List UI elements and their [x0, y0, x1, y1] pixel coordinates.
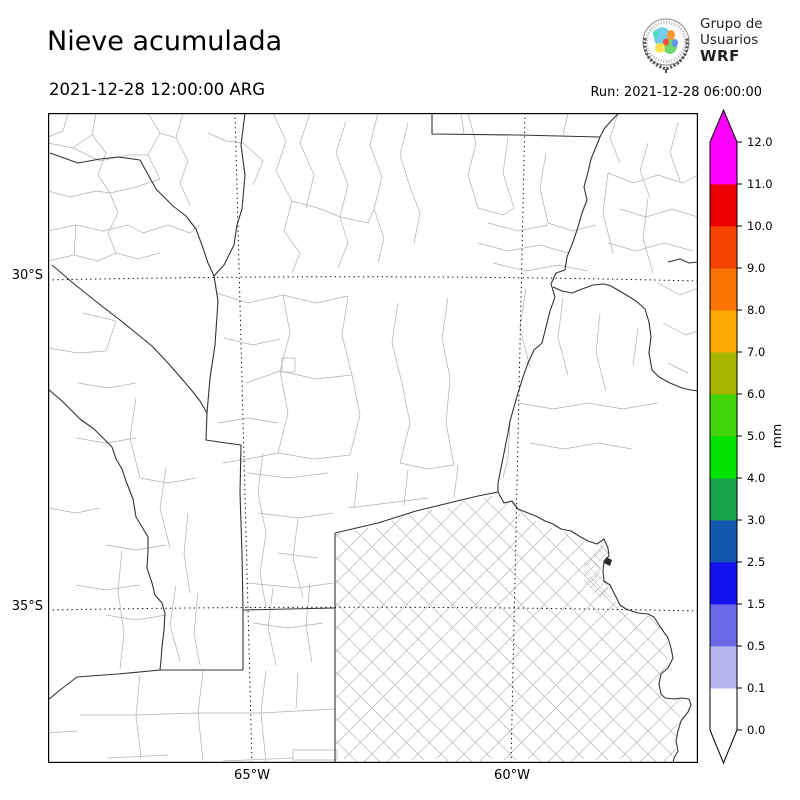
colorbar-tick-label: 0.0 — [747, 723, 765, 737]
cordoba-santiago-border — [213, 113, 246, 277]
colorbar-tick-label: 2.5 — [747, 555, 765, 569]
sanjuan-sanluis-border — [51, 264, 208, 414]
colorbar-segment — [710, 268, 737, 311]
lapampa-north-border — [48, 669, 243, 701]
colorbar-segment — [710, 604, 737, 647]
colorbar-tick-label: 9.0 — [747, 261, 765, 275]
cordoba-west-border — [205, 275, 244, 670]
colorbar-segment — [710, 394, 737, 437]
colorbar-segment — [710, 478, 737, 521]
colorbar-tick-label: 7.0 — [747, 345, 765, 359]
logo-text: Grupo de Usuarios WRF — [700, 16, 763, 64]
colorbar-segment — [710, 562, 737, 605]
colorbar: 0.0 0.1 0.5 1.5 2.5 3.0 4.0 5.0 6.0 7.0 8.0 9.0 10.0… — [705, 105, 800, 775]
parana-river — [497, 113, 620, 492]
colorbar-segment — [710, 646, 737, 689]
colorbar-tick-label: 8.0 — [747, 303, 765, 317]
logo-line-1: Grupo de — [700, 16, 763, 32]
entrerios-south-border — [552, 283, 698, 392]
gridlines — [48, 113, 698, 763]
map-canvas — [48, 113, 698, 763]
colorbar-tick-label: 10.0 — [747, 219, 773, 233]
colorbar-tick-label: 12.0 — [747, 135, 773, 149]
colorbar-segment — [710, 184, 737, 227]
northwest-border — [49, 152, 215, 277]
department-borders — [48, 113, 698, 763]
colorbar-over-arrow — [710, 110, 737, 142]
province-borders — [48, 113, 698, 763]
colorbar-tick-label: 5.0 — [747, 429, 765, 443]
colorbar-svg: 0.0 0.1 0.5 1.5 2.5 3.0 4.0 5.0 6.0 7.0 8.0 9.0 10.0… — [709, 108, 784, 765]
cordoba-south-border — [242, 607, 336, 611]
city-cluster-mark — [604, 557, 612, 566]
metro-area-borders — [583, 548, 612, 599]
colorbar-tick-label: 6.0 — [747, 387, 765, 401]
colorbar-tick-label: 3.0 — [747, 513, 765, 527]
lat-label-35s: 35°S — [11, 599, 43, 614]
colorbar-tick-label: 4.0 — [747, 471, 765, 485]
colorbar-tick-label: 0.1 — [747, 681, 765, 695]
colorbar-segment — [710, 436, 737, 479]
lon-label-65w: 65°W — [234, 768, 270, 783]
colorbar-tick-label: 11.0 — [747, 177, 773, 191]
corrientes-border-segment — [667, 258, 698, 264]
buenos-aires-partido-borders — [335, 495, 681, 763]
gridline-65w — [234, 113, 253, 763]
rio-de-la-plata-coast — [497, 491, 692, 763]
valid-time-label: 2021-12-28 12:00:00 ARG — [49, 80, 266, 99]
map-frame — [48, 113, 698, 763]
colorbar-tick-label: 0.5 — [747, 639, 765, 653]
buenosaires-north-border — [334, 491, 499, 534]
lat-label-30s: 30°S — [11, 268, 43, 283]
gridline-60w — [510, 113, 526, 763]
logo-line-2: Usuarios — [700, 32, 759, 48]
map-svg — [48, 113, 698, 763]
mendoza-sanluis-border — [48, 388, 166, 671]
gridline-35s — [48, 606, 698, 612]
colorbar-segment — [710, 142, 737, 185]
colorbar-segment — [710, 688, 737, 731]
page-title: Nieve acumulada — [47, 26, 283, 57]
colorbar-segment — [710, 352, 737, 395]
colorbar-segment — [710, 226, 737, 269]
colorbar-tick-label: 1.5 — [747, 597, 765, 611]
colorbar-segment — [710, 310, 737, 353]
lon-label-60w: 60°W — [494, 768, 530, 783]
chaco-border — [431, 113, 601, 138]
wrf-logo-icon — [642, 18, 690, 73]
gridline-30s — [48, 276, 698, 282]
colorbar-under-arrow — [710, 730, 737, 763]
run-time-label: Run: 2021-12-28 06:00:00 — [590, 85, 762, 100]
colorbar-unit-label: mm — [769, 424, 784, 448]
logo-line-3: WRF — [700, 47, 740, 65]
colorbar-segment — [710, 520, 737, 563]
